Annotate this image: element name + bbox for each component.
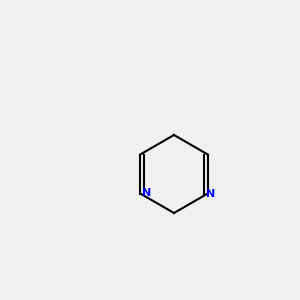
Text: N: N (206, 188, 215, 199)
Text: N: N (142, 188, 151, 199)
